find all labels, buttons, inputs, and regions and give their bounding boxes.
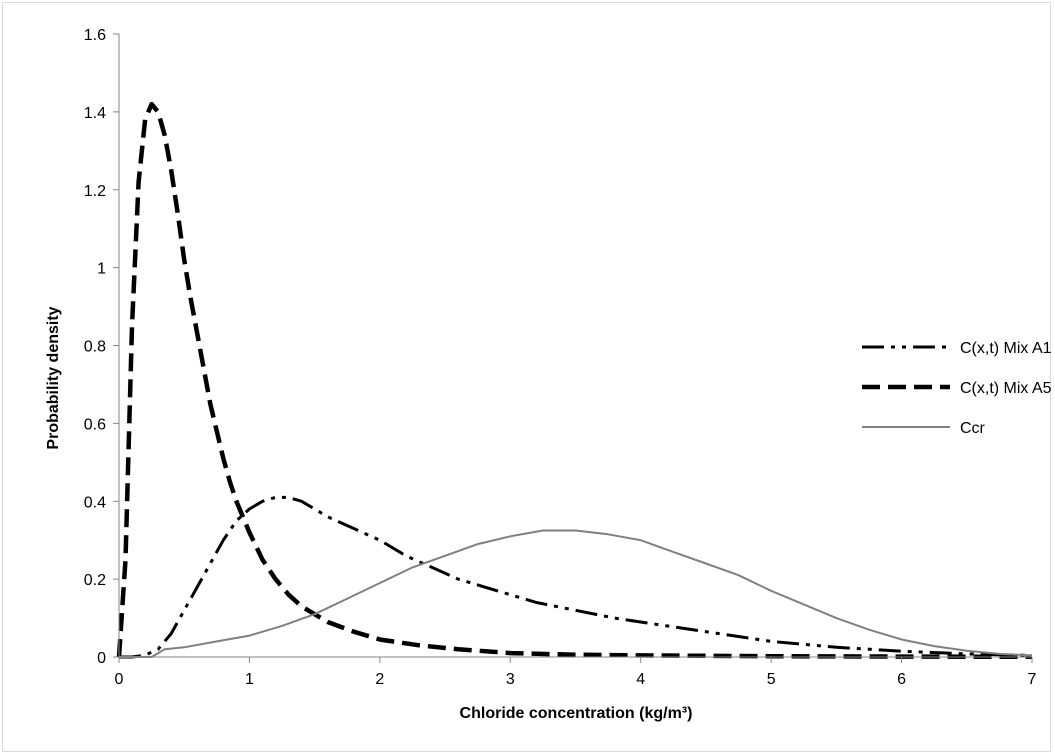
series-line-2 (116, 101, 1033, 660)
y-tick-label: 0.6 (84, 416, 106, 433)
y-tick-label: 0.4 (84, 494, 106, 511)
legend: C(x,t) Mix A1 C(x,t) Mix A5 Ccr (862, 340, 1052, 437)
x-tick-label: 2 (375, 671, 384, 688)
x-tick-labels: 0 1 2 3 4 5 6 7 (115, 671, 1037, 688)
series-line-1 (119, 495, 1033, 659)
x-tick-label: 3 (506, 671, 515, 688)
legend-label-1: C(x,t) Mix A1 (960, 340, 1052, 357)
x-tick-label: 7 (1028, 671, 1037, 688)
y-tick-labels: 0 0.2 0.4 0.6 0.8 1 1.2 1.4 1.6 (84, 27, 106, 667)
legend-label-2: C(x,t) Mix A5 (960, 380, 1052, 397)
y-tick-label: 1 (97, 261, 106, 278)
x-tick-label: 5 (767, 671, 776, 688)
axes (113, 33, 1033, 663)
y-axis-title: Probability density (45, 306, 62, 449)
y-tick-label: 0.8 (84, 339, 106, 356)
plot-lines (116, 101, 1033, 660)
legend-label-3: Ccr (960, 420, 986, 437)
y-tick-label: 1.6 (84, 27, 106, 44)
series-line-3 (119, 529, 1033, 658)
x-tick-label: 6 (897, 671, 906, 688)
y-tick-label: 0.2 (84, 572, 106, 589)
x-tick-label: 4 (636, 671, 645, 688)
x-tick-label: 1 (245, 671, 254, 688)
y-tick-label: 1.2 (84, 183, 106, 200)
y-tick-label: 1.4 (84, 105, 106, 122)
x-axis-title: Chloride concentration (kg/m³) (460, 705, 693, 722)
x-tick-label: 0 (115, 671, 124, 688)
y-tick-label: 0 (97, 650, 106, 667)
